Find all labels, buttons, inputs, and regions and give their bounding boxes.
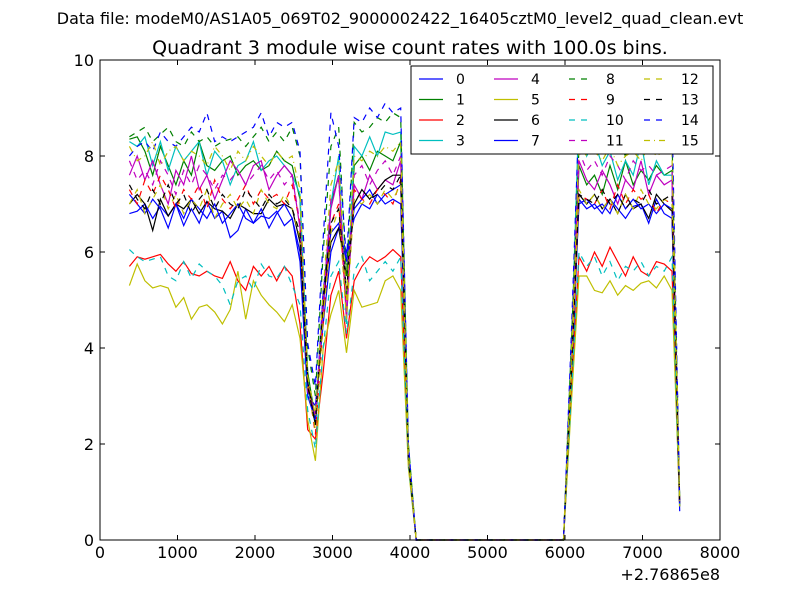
series-line-10 [128, 249, 681, 541]
legend-label-12: 12 [681, 72, 699, 88]
chart-suptitle: Data file: modeM0/AS1A05_069T02_90000024… [57, 9, 743, 29]
y-tick-label: 0 [84, 531, 94, 550]
legend-label-10: 10 [606, 113, 624, 129]
x-tick-label: 7000 [622, 543, 663, 562]
chart-title: Quadrant 3 module wise count rates with … [152, 37, 668, 59]
series-line-2 [128, 245, 681, 541]
x-tick-label: 2000 [235, 543, 276, 562]
legend-label-0: 0 [456, 72, 465, 88]
y-tick-label: 8 [84, 147, 94, 166]
series-line-8 [129, 112, 681, 541]
x-tick-label: 3000 [312, 543, 353, 562]
legend-label-13: 13 [681, 93, 699, 109]
x-tick-label: 4000 [390, 543, 431, 562]
y-tick-label: 6 [84, 243, 94, 262]
x-offset-label: +2.76865e8 [620, 565, 720, 584]
legend-label-2: 2 [456, 113, 465, 129]
legend-label-9: 9 [606, 93, 615, 109]
y-tick-label: 2 [84, 435, 94, 454]
legend-label-14: 14 [681, 113, 699, 129]
legend-label-5: 5 [531, 93, 540, 109]
legend-label-6: 6 [531, 113, 540, 129]
y-tick-label: 4 [84, 339, 94, 358]
legend-box [410, 65, 714, 155]
series-line-11 [128, 150, 681, 541]
series-line-12 [128, 182, 681, 541]
series-layer [128, 102, 681, 541]
legend-label-8: 8 [606, 72, 615, 88]
legend-label-7: 7 [531, 134, 540, 150]
series-line-4 [128, 154, 681, 541]
series-line-5 [128, 262, 681, 541]
x-tick-label: 8000 [700, 543, 741, 562]
series-line-14 [128, 102, 681, 541]
y-tick-label: 10 [74, 51, 94, 70]
x-tick-label: 5000 [467, 543, 508, 562]
series-line-7 [128, 183, 681, 541]
x-tick-label: 6000 [545, 543, 586, 562]
legend-label-3: 3 [456, 134, 465, 150]
legend-label-4: 4 [531, 72, 540, 88]
x-tick-label: 1000 [157, 543, 198, 562]
legend-label-15: 15 [681, 134, 699, 150]
x-tick-label: 0 [95, 543, 105, 562]
legend-label-11: 11 [606, 134, 624, 150]
series-line-3 [129, 107, 681, 541]
series-line-9 [128, 173, 681, 541]
legend-label-1: 1 [456, 93, 465, 109]
